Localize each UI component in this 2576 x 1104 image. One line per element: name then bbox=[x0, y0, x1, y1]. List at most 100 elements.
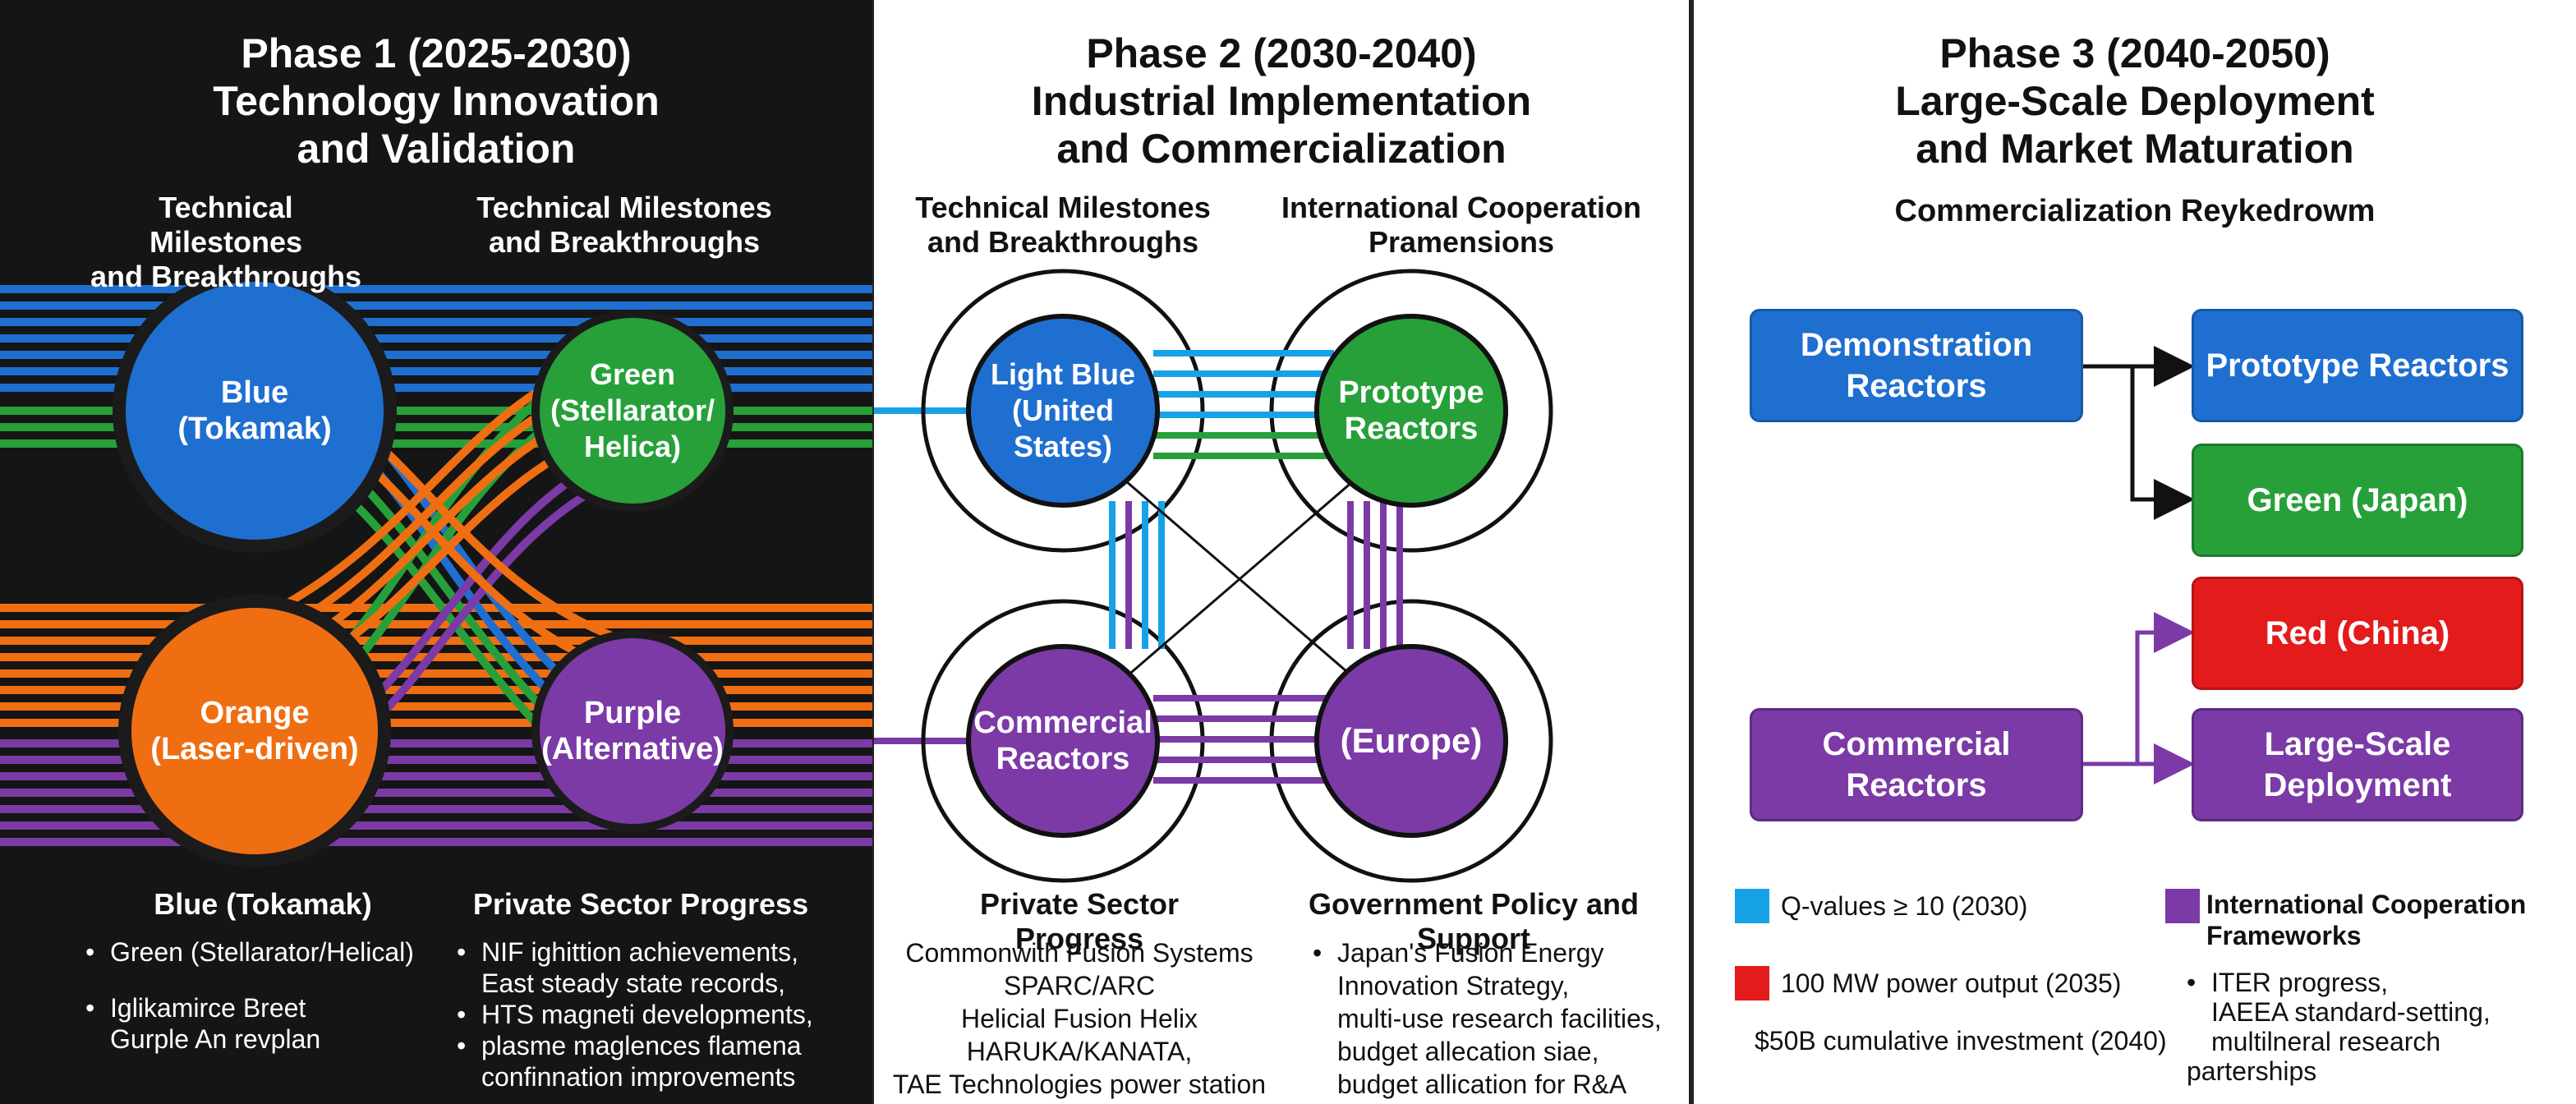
commercial-reactors-box: Commercial Reactors bbox=[1750, 708, 2083, 821]
green-node-label-line3: Helica) bbox=[583, 430, 682, 463]
list-item-text: Green (Stellarator/Helical) bbox=[110, 937, 414, 967]
phase1-subheading-left: Technical Milestones and Breakthroughs bbox=[82, 191, 370, 294]
phase1-subheading-right: Technical Milestones and Breakthroughs bbox=[460, 191, 789, 260]
light-blue-node-label-line1: Light Blue bbox=[991, 357, 1135, 391]
list-item: • Iglikamirce Breet bbox=[85, 993, 306, 1023]
purple-alternative-label: Purple (Alternative) bbox=[526, 682, 739, 780]
phase3-subtitle: Commercialization Reykedrowm bbox=[1894, 194, 2376, 228]
legend-swatch-light-blue bbox=[1735, 889, 1769, 923]
prototype-node-label-line1: Prototype bbox=[1338, 375, 1484, 410]
legend-power-output: 100 MW power output (2035) bbox=[1781, 968, 2122, 998]
blue-node-label-line1: Blue bbox=[220, 375, 289, 410]
list-item: IAEEA standard-setting, bbox=[2187, 997, 2573, 1027]
phase2-title-line1: Phase 2 (2030-2040) bbox=[1086, 30, 1477, 76]
legend-q-values: Q-values ≥ 10 (2030) bbox=[1781, 891, 2028, 921]
phase2-subheading-left-line1: Technical Milestones bbox=[915, 191, 1211, 224]
phase3-title-line1: Phase 3 (2040-2050) bbox=[1939, 30, 2330, 76]
phase1-subheading-right-line1: Technical Milestones bbox=[476, 191, 772, 224]
list-item: Innovation Strategy, bbox=[1313, 969, 1682, 1002]
orange-laser-label: Orange (Laser-driven) bbox=[123, 682, 386, 780]
green-japan-box: Green (Japan) bbox=[2192, 444, 2523, 557]
phase2-bottom-left-heading: Private Sector Progress bbox=[979, 887, 1180, 955]
green-node-label-line2: (Stellarator/ bbox=[550, 393, 715, 427]
list-item-text: plasme maglences flamena bbox=[481, 1031, 802, 1060]
phase2-bottom-right-heading: Government Policy and Support bbox=[1308, 887, 1640, 955]
phase1-panel: Phase 1 (2025-2030) Technology Innovatio… bbox=[0, 0, 872, 1104]
list-item-text: HTS magneti developments, bbox=[481, 1000, 813, 1029]
list-item: East steady state records, bbox=[457, 968, 867, 999]
commercial-node-label-line1: Commercial bbox=[973, 706, 1152, 740]
phase1-title-line2: Technology Innovation bbox=[213, 78, 660, 124]
list-item-text: budget allecation siae, bbox=[1337, 1037, 1599, 1066]
list-item: budget allecation siae, bbox=[1313, 1035, 1682, 1068]
legend-swatch-purple bbox=[2165, 889, 2200, 923]
list-item-text: Gurple An revplan bbox=[110, 1024, 321, 1054]
phase1-bottom-left-list: • Green (Stellarator/Helical) • Iglikamirc… bbox=[85, 936, 463, 1055]
list-item: confinnation improvements bbox=[457, 1061, 867, 1092]
list-item-text: confinnation improvements bbox=[481, 1062, 796, 1092]
blue-tokamak-label: Blue (Tokamak) bbox=[123, 353, 386, 468]
green-stellarator-label: Green (Stellarator/ Helica) bbox=[526, 345, 739, 476]
list-item: TAE Technologies power station plans, bbox=[892, 1070, 1267, 1104]
purple-node-label-line1: Purple bbox=[583, 696, 682, 730]
legend-intl-list: • ITER progress, IAEEA standard-setting, … bbox=[2187, 968, 2573, 1086]
phase1-bottom-left-heading: Blue (Tokamak) bbox=[154, 887, 372, 921]
legend-intl-line1: International Cooperation bbox=[2206, 890, 2527, 919]
list-item-text: budget allication for R&A bbox=[1337, 1070, 1627, 1099]
legend-intl-line2: Frameworks bbox=[2206, 921, 2362, 950]
phase2-subheading-left-line2: and Breakthroughs bbox=[927, 225, 1199, 259]
green-stellarator-node bbox=[531, 310, 734, 512]
light-blue-node-label: Light Blue (United States) bbox=[964, 357, 1162, 463]
prototype-node-label: Prototype Reactors bbox=[1313, 370, 1510, 452]
list-item-text: ITER progress, bbox=[2211, 968, 2389, 997]
commercial-reactors-node bbox=[966, 644, 1160, 838]
phase3-title: Phase 3 (2040-2050) Large-Scale Deployme… bbox=[1694, 30, 2576, 172]
legend-international-cooperation: International Cooperation Frameworks bbox=[2206, 889, 2526, 951]
phase2-subheading-right: International Cooperation Pramensions bbox=[1268, 191, 1654, 260]
purple-node-label-line2: (Alternative) bbox=[541, 732, 724, 766]
list-item: • Green (Stellarator/Helical) bbox=[85, 937, 414, 967]
phase2-bottom-right-list: • Japan's Fusion Energy Innovation Strate… bbox=[1313, 936, 1682, 1101]
phase1-bottom-right-list: • NIF ighittion achievements, East steady… bbox=[457, 936, 867, 1092]
europe-node bbox=[1314, 644, 1508, 838]
light-blue-node-label-line2: (United States) bbox=[1012, 393, 1114, 463]
list-item: Gurple An revplan bbox=[85, 1024, 463, 1055]
list-item-text: IAEEA standard-setting, bbox=[2211, 997, 2491, 1027]
list-item-text: Japan's Fusion Energy bbox=[1337, 938, 1604, 968]
red-china-box: Red (China) bbox=[2192, 577, 2523, 690]
list-item-text: Iglikamirce Breet bbox=[110, 993, 306, 1023]
green-node-label-line1: Green bbox=[589, 357, 676, 391]
phase1-flow-diagram bbox=[0, 269, 872, 867]
phase2-title-line3: and Commercialization bbox=[1056, 126, 1506, 172]
blue-node-label-line2: (Tokamak) bbox=[177, 412, 332, 446]
list-item-text: multi-use research facilities, bbox=[1337, 1004, 1662, 1033]
phase1-title-line3: and Validation bbox=[297, 126, 576, 172]
phase3-panel: Phase 3 (2040-2050) Large-Scale Deployme… bbox=[1689, 0, 2576, 1104]
list-item: multi-use research facilities, bbox=[1313, 1002, 1682, 1035]
list-item: budget allication for R&A bbox=[1313, 1068, 1682, 1101]
list-item: Helicial Fusion Helix HARUKA/KANATA, bbox=[960, 1004, 1198, 1066]
orange-laser-node bbox=[118, 595, 391, 867]
commercial-node-label-line2: Reactors bbox=[996, 742, 1130, 776]
phase1-title: Phase 1 (2025-2030) Technology Innovatio… bbox=[0, 30, 872, 172]
phase1-bottom-right-heading: Private Sector Progress bbox=[472, 887, 809, 921]
list-item-text: multilneral research parterships bbox=[2187, 1027, 2441, 1086]
legend-cumulative-investment: $50B cumulative investment (2040) bbox=[1755, 1026, 2167, 1056]
phase1-subheading-right-line2: and Breakthroughs bbox=[488, 225, 761, 259]
phase2-subheading-right-line1: International Cooperation bbox=[1281, 191, 1641, 224]
phase2-panel: Phase 2 (2030-2040) Industrial Implement… bbox=[872, 0, 1689, 1104]
prototype-node-label-line2: Reactors bbox=[1344, 412, 1479, 446]
phase2-title: Phase 2 (2030-2040) Industrial Implement… bbox=[874, 30, 1689, 172]
phase2-bottom-left-list: Commonwith Fusion Systems SPARC/ARC Heli… bbox=[874, 936, 1285, 1104]
purple-alternative-node bbox=[531, 630, 734, 832]
europe-node-label: (Europe) bbox=[1340, 721, 1483, 760]
blue-tokamak-node bbox=[113, 269, 397, 553]
list-item-text: NIF ighittion achievements, bbox=[481, 937, 798, 967]
large-scale-deployment-box: Large-Scale Deployment bbox=[2192, 708, 2523, 821]
prototype-reactors-node bbox=[1314, 314, 1508, 508]
list-item-text: East steady state records, bbox=[481, 968, 785, 998]
list-item-text: Innovation Strategy, bbox=[1337, 971, 1570, 1000]
prototype-reactors-box: Prototype Reactors bbox=[2192, 309, 2523, 422]
list-item: multilneral research parterships bbox=[2187, 1027, 2573, 1086]
phase1-subheading-left-line2: and Breakthroughs bbox=[90, 260, 362, 293]
